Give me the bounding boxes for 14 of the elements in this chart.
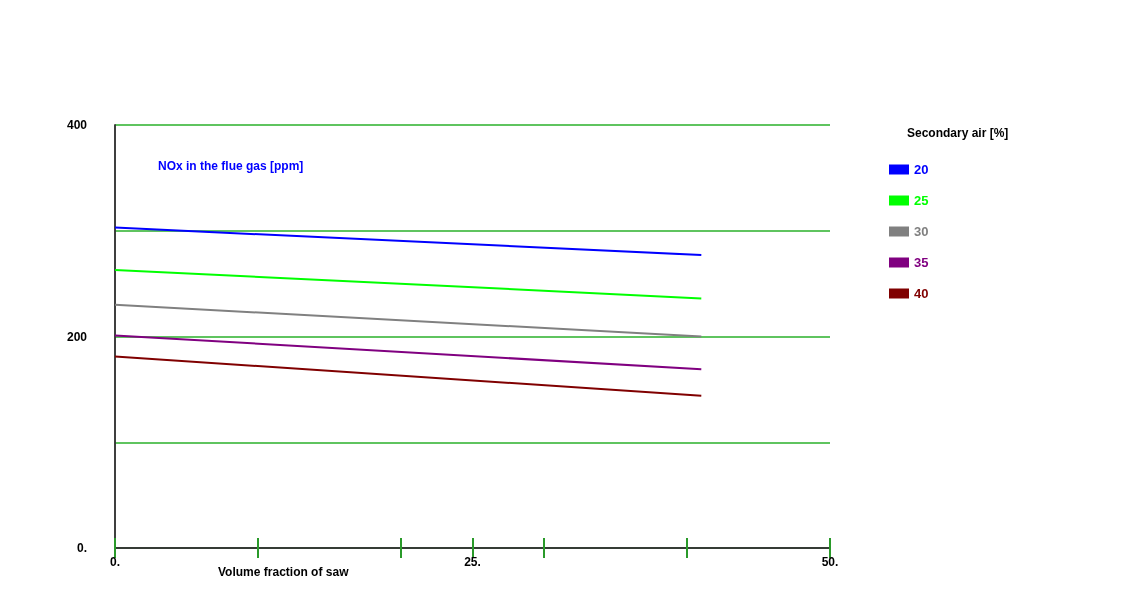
x-tick-label: 25. xyxy=(464,555,481,569)
x-tick-label: 0. xyxy=(109,555,121,569)
legend-label: 35 xyxy=(914,255,929,270)
y-tick-label: 0. xyxy=(76,541,87,555)
y-tick-label: 400 xyxy=(66,118,88,132)
legend-label: 20 xyxy=(914,162,929,177)
legend-title: Secondary air [%] xyxy=(907,126,1009,140)
legend-label: 40 xyxy=(914,286,929,301)
x-axis-title: Volume fraction of saw xyxy=(218,565,350,579)
legend-label: 30 xyxy=(914,224,929,239)
legend-label: 25 xyxy=(914,193,929,208)
y-tick-label: 200 xyxy=(66,329,88,344)
y-axis-title: NOx in the flue gas [ppm] xyxy=(158,159,304,173)
x-tick-label: 50. xyxy=(821,555,839,569)
